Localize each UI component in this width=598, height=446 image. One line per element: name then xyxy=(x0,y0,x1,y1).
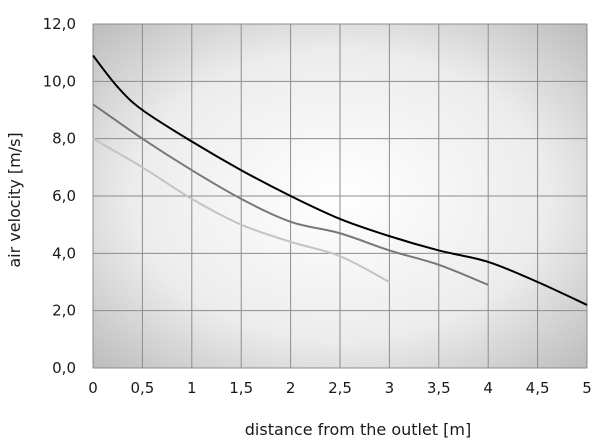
series-line-0 xyxy=(92,54,588,306)
x-axis-label: distance from the outlet [m] xyxy=(245,420,471,439)
y-tick-labels: 0,0 2,0 4,0 6,0 8,0 10,0 12,0 xyxy=(43,15,76,377)
x-tick-label: 2,5 xyxy=(328,379,352,397)
y-tick-label: 0,0 xyxy=(52,359,76,377)
y-tick-label: 6,0 xyxy=(52,187,76,205)
x-tick-label: 3,5 xyxy=(427,379,451,397)
x-tick-label: 0 xyxy=(88,379,98,397)
x-tick-label: 4 xyxy=(483,379,493,397)
grid xyxy=(92,23,588,369)
y-tick-label: 4,0 xyxy=(52,244,76,262)
series-line-2 xyxy=(92,137,390,283)
x-tick-label: 2 xyxy=(286,379,296,397)
x-tick-label: 1 xyxy=(187,379,197,397)
y-axis-label: air velocity [m/s] xyxy=(5,132,24,267)
x-tick-label: 1,5 xyxy=(229,379,253,397)
y-tick-label: 12,0 xyxy=(43,15,76,33)
y-tick-label: 2,0 xyxy=(52,302,76,320)
x-tick-label: 0,5 xyxy=(130,379,154,397)
y-tick-label: 10,0 xyxy=(43,72,76,90)
x-tick-labels: 0 0,5 1 1,5 2 2,5 3 3,5 4 4,5 5 xyxy=(88,379,592,397)
x-tick-label: 5 xyxy=(582,379,592,397)
series-lines xyxy=(92,54,588,306)
series-line-1 xyxy=(92,103,489,286)
x-tick-label: 4,5 xyxy=(526,379,550,397)
x-tick-label: 3 xyxy=(385,379,395,397)
y-tick-label: 8,0 xyxy=(52,130,76,148)
